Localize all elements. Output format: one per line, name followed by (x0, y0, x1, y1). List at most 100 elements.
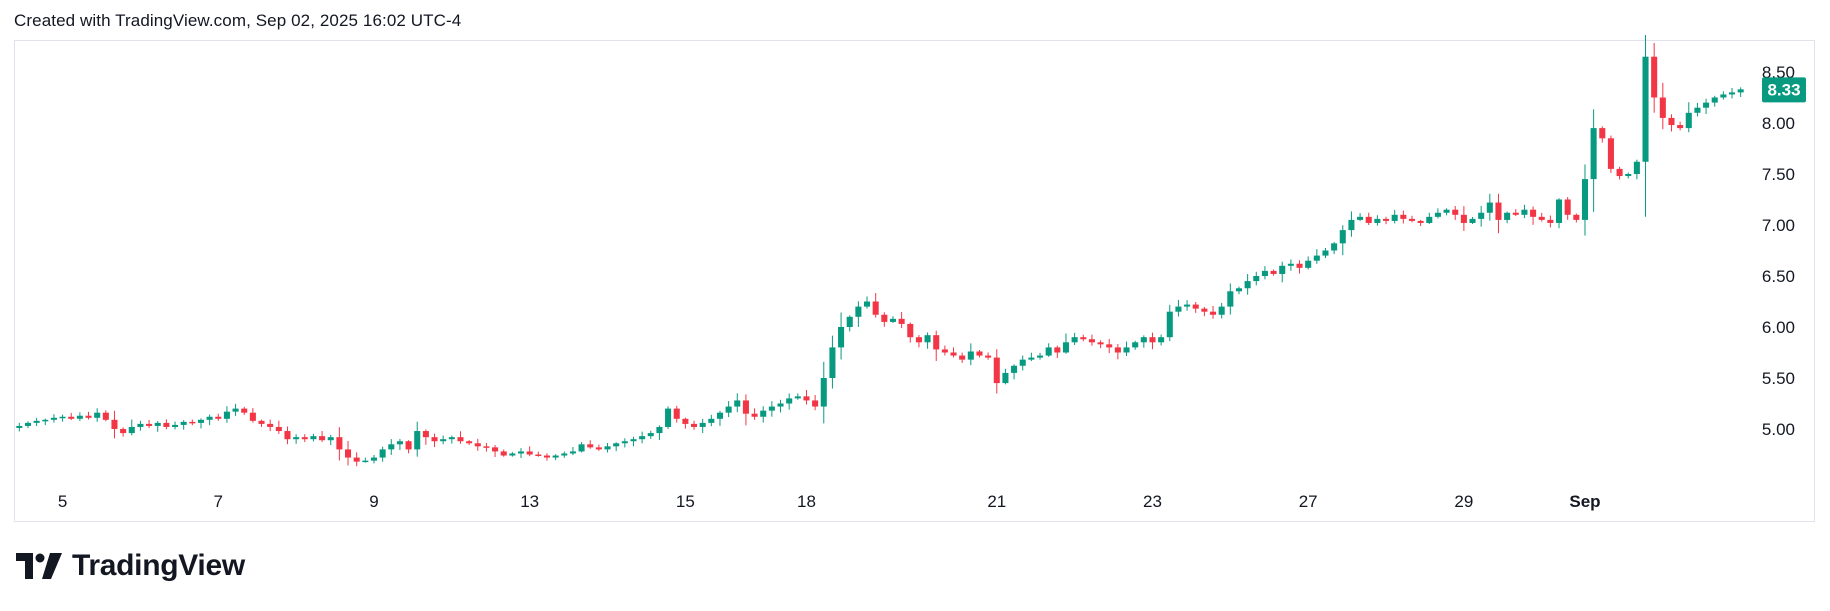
candle[interactable] (1599, 126, 1606, 143)
candle[interactable] (431, 433, 438, 448)
candle[interactable] (336, 427, 343, 461)
candle[interactable] (146, 420, 153, 429)
candle[interactable] (492, 445, 499, 458)
candlestick-chart[interactable]: 5.00 5.50 6.00 6.50 7.00 7.50 8.00 8.50 5 7 9 13 15… (0, 0, 1830, 540)
candle[interactable] (708, 414, 715, 427)
candle[interactable] (898, 311, 905, 329)
candle[interactable] (310, 433, 317, 442)
candle[interactable] (1331, 241, 1338, 255)
candle[interactable] (716, 410, 724, 426)
candle[interactable] (1365, 212, 1372, 226)
candle[interactable] (1408, 215, 1416, 223)
candle[interactable] (1123, 341, 1130, 357)
candle[interactable] (137, 420, 144, 431)
candle[interactable] (543, 453, 551, 461)
candle[interactable] (1504, 211, 1511, 224)
candle[interactable] (197, 418, 205, 429)
candle[interactable] (1581, 164, 1589, 236)
candle[interactable] (85, 411, 92, 420)
candle[interactable] (370, 454, 378, 464)
candle[interactable] (379, 446, 386, 462)
candle[interactable] (889, 316, 897, 324)
candle[interactable] (1192, 302, 1199, 313)
candle[interactable] (1530, 206, 1537, 225)
candle[interactable] (457, 431, 464, 444)
candle[interactable] (215, 413, 222, 421)
candle[interactable] (760, 406, 767, 423)
candle[interactable] (1244, 274, 1251, 295)
candle[interactable] (1478, 206, 1485, 227)
candle[interactable] (293, 434, 300, 444)
candle[interactable] (33, 417, 40, 427)
candle[interactable] (1357, 213, 1364, 222)
candle[interactable] (1201, 306, 1208, 317)
candle[interactable] (362, 457, 369, 463)
candle[interactable] (838, 312, 845, 360)
candle[interactable] (223, 406, 230, 423)
candle[interactable] (621, 438, 628, 448)
candle[interactable] (1728, 88, 1736, 99)
candle[interactable] (509, 452, 516, 457)
candle[interactable] (924, 332, 931, 349)
chart-area[interactable] (14, 40, 1815, 522)
candle[interactable] (639, 431, 646, 444)
candle[interactable] (206, 414, 213, 426)
candle[interactable] (267, 419, 274, 432)
candle[interactable] (1261, 266, 1268, 280)
candle[interactable] (613, 442, 620, 452)
candle[interactable] (950, 347, 957, 358)
candle[interactable] (526, 446, 533, 457)
candle[interactable] (1322, 247, 1329, 259)
candle[interactable] (1469, 216, 1476, 224)
candle[interactable] (466, 440, 473, 445)
candle[interactable] (829, 335, 836, 389)
candle[interactable] (1486, 193, 1493, 221)
candle[interactable] (863, 296, 871, 309)
candle[interactable] (846, 315, 853, 332)
candle[interactable] (1434, 208, 1441, 219)
candle[interactable] (517, 448, 525, 459)
candle[interactable] (1573, 213, 1580, 223)
candle[interactable] (1287, 259, 1294, 271)
candle[interactable] (189, 419, 196, 426)
candle[interactable] (976, 349, 983, 358)
candle[interactable] (1642, 35, 1649, 217)
candle[interactable] (1054, 345, 1061, 358)
candle[interactable] (933, 330, 940, 362)
candle[interactable] (1521, 204, 1528, 219)
candle[interactable] (405, 440, 412, 454)
candle[interactable] (959, 352, 966, 363)
candle[interactable] (699, 418, 706, 433)
candle[interactable] (1313, 249, 1320, 264)
candle[interactable] (1348, 211, 1355, 237)
candle[interactable] (1296, 260, 1303, 274)
candle[interactable] (50, 414, 57, 423)
candle[interactable] (16, 422, 23, 432)
candle[interactable] (1175, 299, 1182, 317)
candle[interactable] (941, 345, 948, 356)
tradingview-logo[interactable]: TradingView (16, 548, 245, 584)
candle[interactable] (569, 447, 576, 456)
candle[interactable] (500, 449, 507, 457)
candle[interactable] (1590, 109, 1597, 212)
candle[interactable] (1088, 334, 1095, 346)
candle[interactable] (1711, 95, 1718, 107)
candle[interactable] (682, 417, 689, 429)
candle[interactable] (1512, 209, 1519, 217)
candle[interactable] (102, 410, 109, 422)
candle[interactable] (881, 312, 888, 327)
candle[interactable] (561, 451, 568, 458)
candle[interactable] (777, 399, 784, 413)
candle[interactable] (1382, 216, 1390, 225)
candle[interactable] (1694, 102, 1701, 117)
candle[interactable] (1616, 166, 1623, 180)
candle[interactable] (1443, 208, 1450, 216)
candle[interactable] (1625, 172, 1632, 179)
candle[interactable] (94, 408, 101, 422)
candle[interactable] (1019, 355, 1026, 371)
candle[interactable] (734, 393, 741, 413)
candle[interactable] (768, 401, 775, 417)
candle[interactable] (1417, 219, 1424, 227)
candle[interactable] (786, 393, 793, 410)
candle[interactable] (1564, 196, 1571, 220)
